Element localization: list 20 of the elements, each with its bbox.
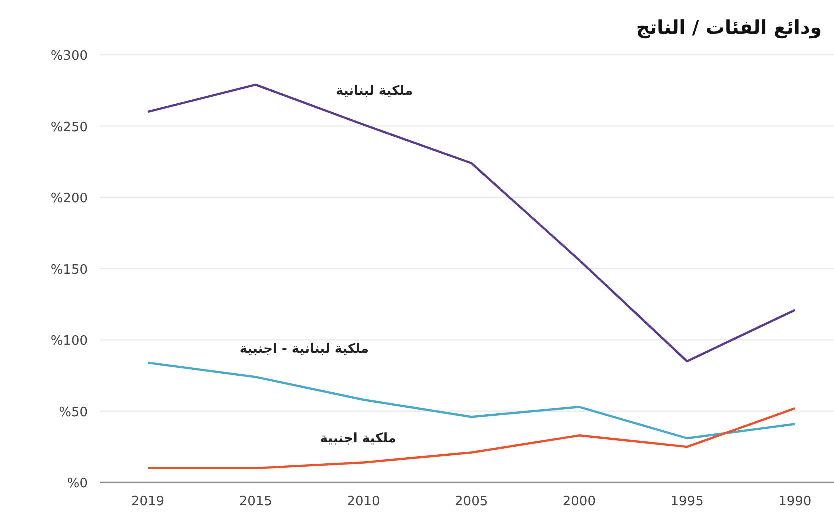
y-tick-label: %150 [50, 262, 88, 278]
series-label: ملكية لبنانية - اجنبية [240, 342, 369, 358]
x-tick-label: 2019 [131, 494, 165, 510]
x-tick-label: 2015 [239, 494, 272, 510]
chart-title: ودائع الفئات / الناتج [636, 17, 822, 39]
y-tick-label: %200 [50, 192, 88, 207]
y-tick-label: %0 [67, 476, 88, 492]
x-tick-label: 2000 [562, 494, 596, 510]
y-tick-label: %50 [59, 405, 88, 420]
line-series [146, 84, 796, 363]
series-label: ملكية لبنانية [336, 84, 414, 99]
x-tick-label: 1995 [670, 494, 704, 510]
x-tick-label: 2010 [347, 494, 380, 510]
x-tick-label: 1990 [778, 494, 812, 510]
y-tick-label: %250 [50, 120, 88, 136]
line-series [146, 407, 796, 470]
y-tick-label: %100 [50, 334, 88, 350]
x-tick-label: 2005 [455, 494, 488, 510]
y-tick-label: %300 [50, 49, 88, 64]
series-label: ملكية اجنبية [320, 431, 396, 446]
